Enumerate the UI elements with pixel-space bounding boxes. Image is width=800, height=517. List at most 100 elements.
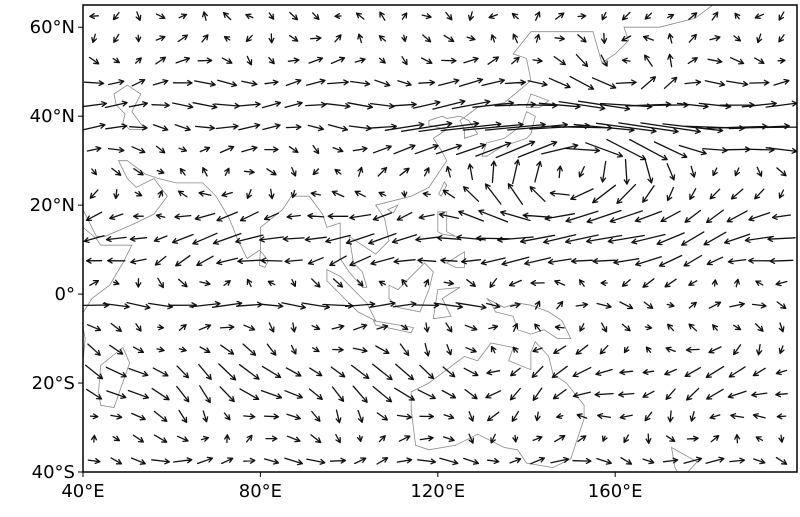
- wind-arrow: [85, 211, 103, 222]
- wind-arrow: [455, 143, 487, 156]
- wind-arrow: [267, 280, 276, 287]
- wind-arrow: [532, 387, 543, 401]
- wind-arrow: [445, 11, 453, 21]
- wind-arrow: [112, 11, 120, 21]
- wind-arrow: [644, 159, 654, 184]
- wind-arrow: [442, 436, 455, 442]
- wind-arrow: [519, 234, 556, 244]
- wind-arrow: [749, 79, 770, 86]
- wind-arrow: [310, 35, 322, 42]
- y-tick-label: 20°N: [30, 195, 75, 216]
- wind-arrow: [221, 57, 233, 64]
- y-tick-label: 0°: [55, 284, 75, 305]
- wind-arrow: [755, 436, 764, 442]
- wind-arrow: [396, 211, 413, 221]
- wind-arrow: [510, 367, 521, 377]
- wind-arrow: [709, 188, 721, 200]
- wind-arrow: [507, 183, 524, 205]
- wind-arrow: [112, 279, 120, 286]
- wind-arrow: [504, 79, 527, 86]
- wind-arrow: [357, 409, 364, 423]
- wind-arrow: [579, 323, 585, 332]
- wind-arrow: [241, 80, 258, 87]
- wind-arrow: [440, 121, 502, 132]
- wind-arrow: [174, 213, 192, 220]
- wind-arrow: [284, 258, 303, 265]
- wind-arrow: [730, 188, 744, 200]
- wind-arrow: [458, 77, 484, 87]
- wind-arrow: [681, 231, 705, 246]
- wind-arrow: [658, 254, 683, 267]
- coastline-java: [372, 320, 414, 334]
- y-tick-label: 60°N: [30, 17, 75, 38]
- wind-arrow: [572, 457, 592, 465]
- wind-arrow: [552, 388, 567, 400]
- wind-arrow: [508, 279, 522, 287]
- wind-arrow: [242, 343, 257, 356]
- wind-arrow: [288, 146, 299, 154]
- wind-arrow: [417, 257, 437, 264]
- wind-arrow: [441, 57, 457, 64]
- wind-arrow: [544, 213, 576, 222]
- wind-arrow: [105, 366, 127, 378]
- wind-arrow: [594, 391, 614, 398]
- wind-arrow: [220, 344, 235, 355]
- wind-arrow: [572, 366, 592, 378]
- wind-arrow: [202, 167, 208, 177]
- wind-arrow: [307, 257, 324, 265]
- wind-arrow: [530, 456, 546, 465]
- coastline-luzon: [437, 211, 456, 237]
- wind-arrow: [156, 346, 165, 353]
- wind-arrow: [151, 102, 170, 109]
- wind-arrow: [194, 212, 216, 221]
- wind-arrow: [565, 210, 599, 223]
- wind-arrow: [223, 279, 231, 287]
- wind-arrow: [664, 278, 677, 288]
- wind-arrow: [237, 101, 261, 108]
- wind-arrow: [243, 168, 255, 175]
- wind-arrow: [212, 232, 242, 245]
- wind-arrow: [487, 56, 500, 65]
- wind-arrow: [665, 346, 676, 353]
- wind-arrow: [600, 160, 607, 183]
- wind-arrow: [615, 79, 637, 86]
- wind-arrow: [644, 324, 653, 331]
- wind-arrow: [245, 34, 253, 43]
- wind-arrow: [534, 323, 542, 332]
- wind-arrow: [480, 257, 506, 266]
- wind-arrow: [667, 53, 674, 68]
- wind-arrow: [90, 434, 98, 443]
- wind-arrow: [285, 78, 302, 87]
- wind-arrow: [290, 166, 297, 177]
- wind-arrow: [289, 11, 299, 21]
- wind-arrow: [156, 168, 165, 175]
- wind-arrow: [177, 34, 189, 43]
- map-frame: [82, 4, 798, 473]
- wind-arrow: [215, 123, 239, 130]
- wind-arrow: [578, 279, 585, 287]
- x-axis: 40°E 80°E 120°E 160°E: [61, 472, 643, 502]
- wind-arrow: [752, 413, 766, 419]
- coastline-madagascar: [98, 346, 131, 408]
- coastline-australia: [410, 340, 585, 469]
- wind-arrow: [223, 36, 231, 42]
- wind-arrow: [653, 141, 688, 159]
- wind-arrow: [684, 366, 702, 377]
- wind-arrow: [329, 255, 347, 266]
- wind-arrow: [290, 278, 297, 287]
- wind-arrow: [756, 343, 763, 356]
- wind-arrow: [264, 146, 279, 153]
- wind-arrow: [107, 257, 126, 264]
- wind-arrow: [128, 367, 149, 377]
- wind-arrow: [259, 302, 284, 309]
- wind-arrow: [268, 12, 275, 20]
- wind-arrow: [725, 80, 749, 87]
- wind-arrow: [369, 102, 395, 110]
- wind-arrow: [464, 324, 478, 331]
- wind-arrow: [754, 323, 764, 332]
- wind-arrow: [153, 434, 168, 443]
- wind-arrow: [356, 279, 364, 287]
- wind-arrow: [155, 56, 167, 65]
- wind-arrow: [135, 323, 142, 332]
- wind-arrow: [600, 322, 608, 333]
